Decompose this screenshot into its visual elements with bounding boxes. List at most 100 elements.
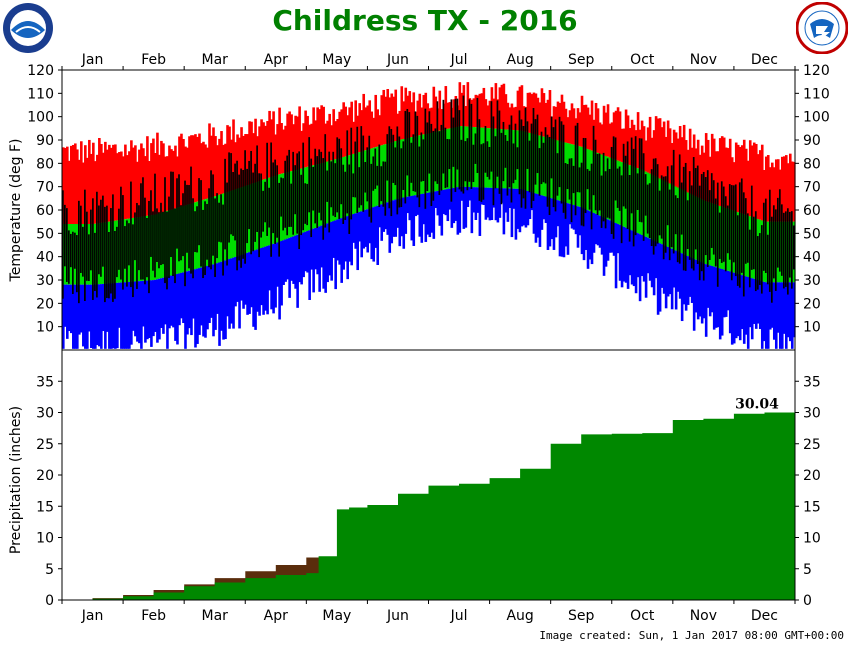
record-high-bar — [326, 120, 329, 162]
record-low-bar — [62, 284, 65, 349]
record-high-bar — [84, 145, 87, 224]
record-low-bar — [660, 244, 664, 288]
month-label-bottom: Nov — [690, 608, 717, 624]
record-low-bar — [80, 284, 83, 333]
record-low-bar — [132, 281, 135, 331]
record-high-bar — [362, 93, 366, 151]
record-low-bar — [300, 233, 303, 285]
record-high-bar — [548, 90, 552, 139]
observed-range-bar — [126, 220, 128, 287]
observed-range-bar — [540, 131, 543, 185]
record-low-bar — [614, 223, 618, 289]
record-low-bar — [478, 187, 482, 236]
record-high-bar — [446, 102, 450, 129]
record-low-bar — [262, 247, 265, 315]
observed-range-bar — [332, 151, 335, 216]
record-high-bar — [150, 143, 153, 216]
observed-range-bar — [216, 193, 218, 259]
record-low-bar — [106, 283, 109, 332]
observed-range-bar — [674, 195, 677, 235]
record-low-bar — [690, 257, 694, 303]
observed-range-bar — [704, 177, 707, 256]
observed-range-bar — [658, 190, 661, 236]
observed-range-bar — [508, 124, 511, 188]
observed-range-bar — [420, 132, 423, 182]
record-low-bar — [120, 282, 123, 349]
observed-range-bar — [648, 183, 651, 239]
observed-range-bar — [348, 164, 351, 234]
record-low-bar — [68, 284, 71, 332]
observed-range-bar — [684, 162, 687, 271]
month-label-top: Jul — [450, 52, 468, 68]
record-high-bar — [64, 147, 67, 224]
observed-range-bar — [396, 126, 399, 215]
observed-range-bar — [772, 205, 775, 279]
record-low-bar — [374, 206, 378, 248]
observed-range-bar — [194, 211, 196, 253]
observed-range-bar — [318, 149, 321, 213]
record-low-bar — [318, 226, 321, 292]
record-high-bar — [384, 96, 388, 145]
record-low-bar — [352, 214, 355, 243]
observed-range-bar — [662, 176, 665, 260]
record-low-bar — [98, 284, 101, 347]
record-low-bar — [74, 284, 77, 349]
record-high-bar — [410, 102, 414, 138]
record-high-bar — [80, 141, 83, 224]
observed-range-bar — [758, 233, 761, 285]
observed-range-bar — [176, 178, 178, 249]
record-high-bar — [314, 120, 317, 165]
record-low-bar — [446, 189, 450, 222]
record-low-bar — [88, 284, 91, 332]
observed-range-bar — [132, 224, 134, 298]
observed-range-bar — [406, 108, 409, 176]
observed-range-bar — [572, 165, 575, 194]
record-high-bar — [136, 161, 139, 218]
record-high-bar — [148, 161, 151, 216]
observed-range-bar — [124, 226, 126, 269]
record-low-bar — [590, 212, 594, 265]
record-low-bar — [236, 256, 239, 302]
record-high-bar — [354, 100, 357, 154]
observed-range-bar — [478, 119, 481, 201]
record-low-bar — [488, 187, 492, 221]
record-low-bar — [172, 275, 175, 328]
precip-tick-label-right: 0 — [803, 593, 812, 609]
observed-range-bar — [330, 161, 333, 208]
observed-range-bar — [282, 178, 284, 231]
observed-range-bar — [226, 182, 228, 266]
record-low-bar — [270, 244, 273, 310]
record-high-bar — [726, 148, 730, 209]
record-high-bar — [472, 98, 476, 128]
observed-range-bar — [108, 231, 110, 299]
observed-range-bar — [726, 205, 729, 254]
record-low-bar — [64, 284, 67, 327]
record-high-bar — [602, 105, 606, 156]
record-low-bar — [144, 280, 147, 343]
observed-range-bar — [202, 209, 204, 279]
observed-range-bar — [324, 134, 327, 228]
record-low-bar — [188, 270, 191, 329]
record-low-bar — [444, 189, 448, 216]
record-low-bar — [128, 281, 131, 349]
record-high-bar — [594, 102, 598, 153]
observed-range-bar — [548, 136, 551, 215]
observed-range-bar — [760, 225, 763, 294]
observed-range-bar — [736, 215, 739, 286]
record-low-bar — [514, 188, 518, 240]
observed-range-bar — [700, 174, 703, 272]
record-high-bar — [86, 157, 89, 224]
observed-range-bar — [496, 100, 499, 177]
record-low-bar — [600, 216, 604, 255]
record-low-bar — [784, 282, 788, 349]
observed-range-bar — [666, 166, 669, 226]
record-high-bar — [534, 93, 538, 135]
record-low-bar — [126, 282, 129, 349]
record-high-bar — [316, 107, 319, 165]
record-low-bar — [558, 200, 562, 257]
observed-range-bar — [456, 98, 459, 170]
record-high-bar — [216, 145, 219, 196]
record-low-bar — [670, 248, 674, 310]
month-label-bottom: Apr — [264, 608, 288, 624]
record-high-bar — [686, 149, 690, 193]
